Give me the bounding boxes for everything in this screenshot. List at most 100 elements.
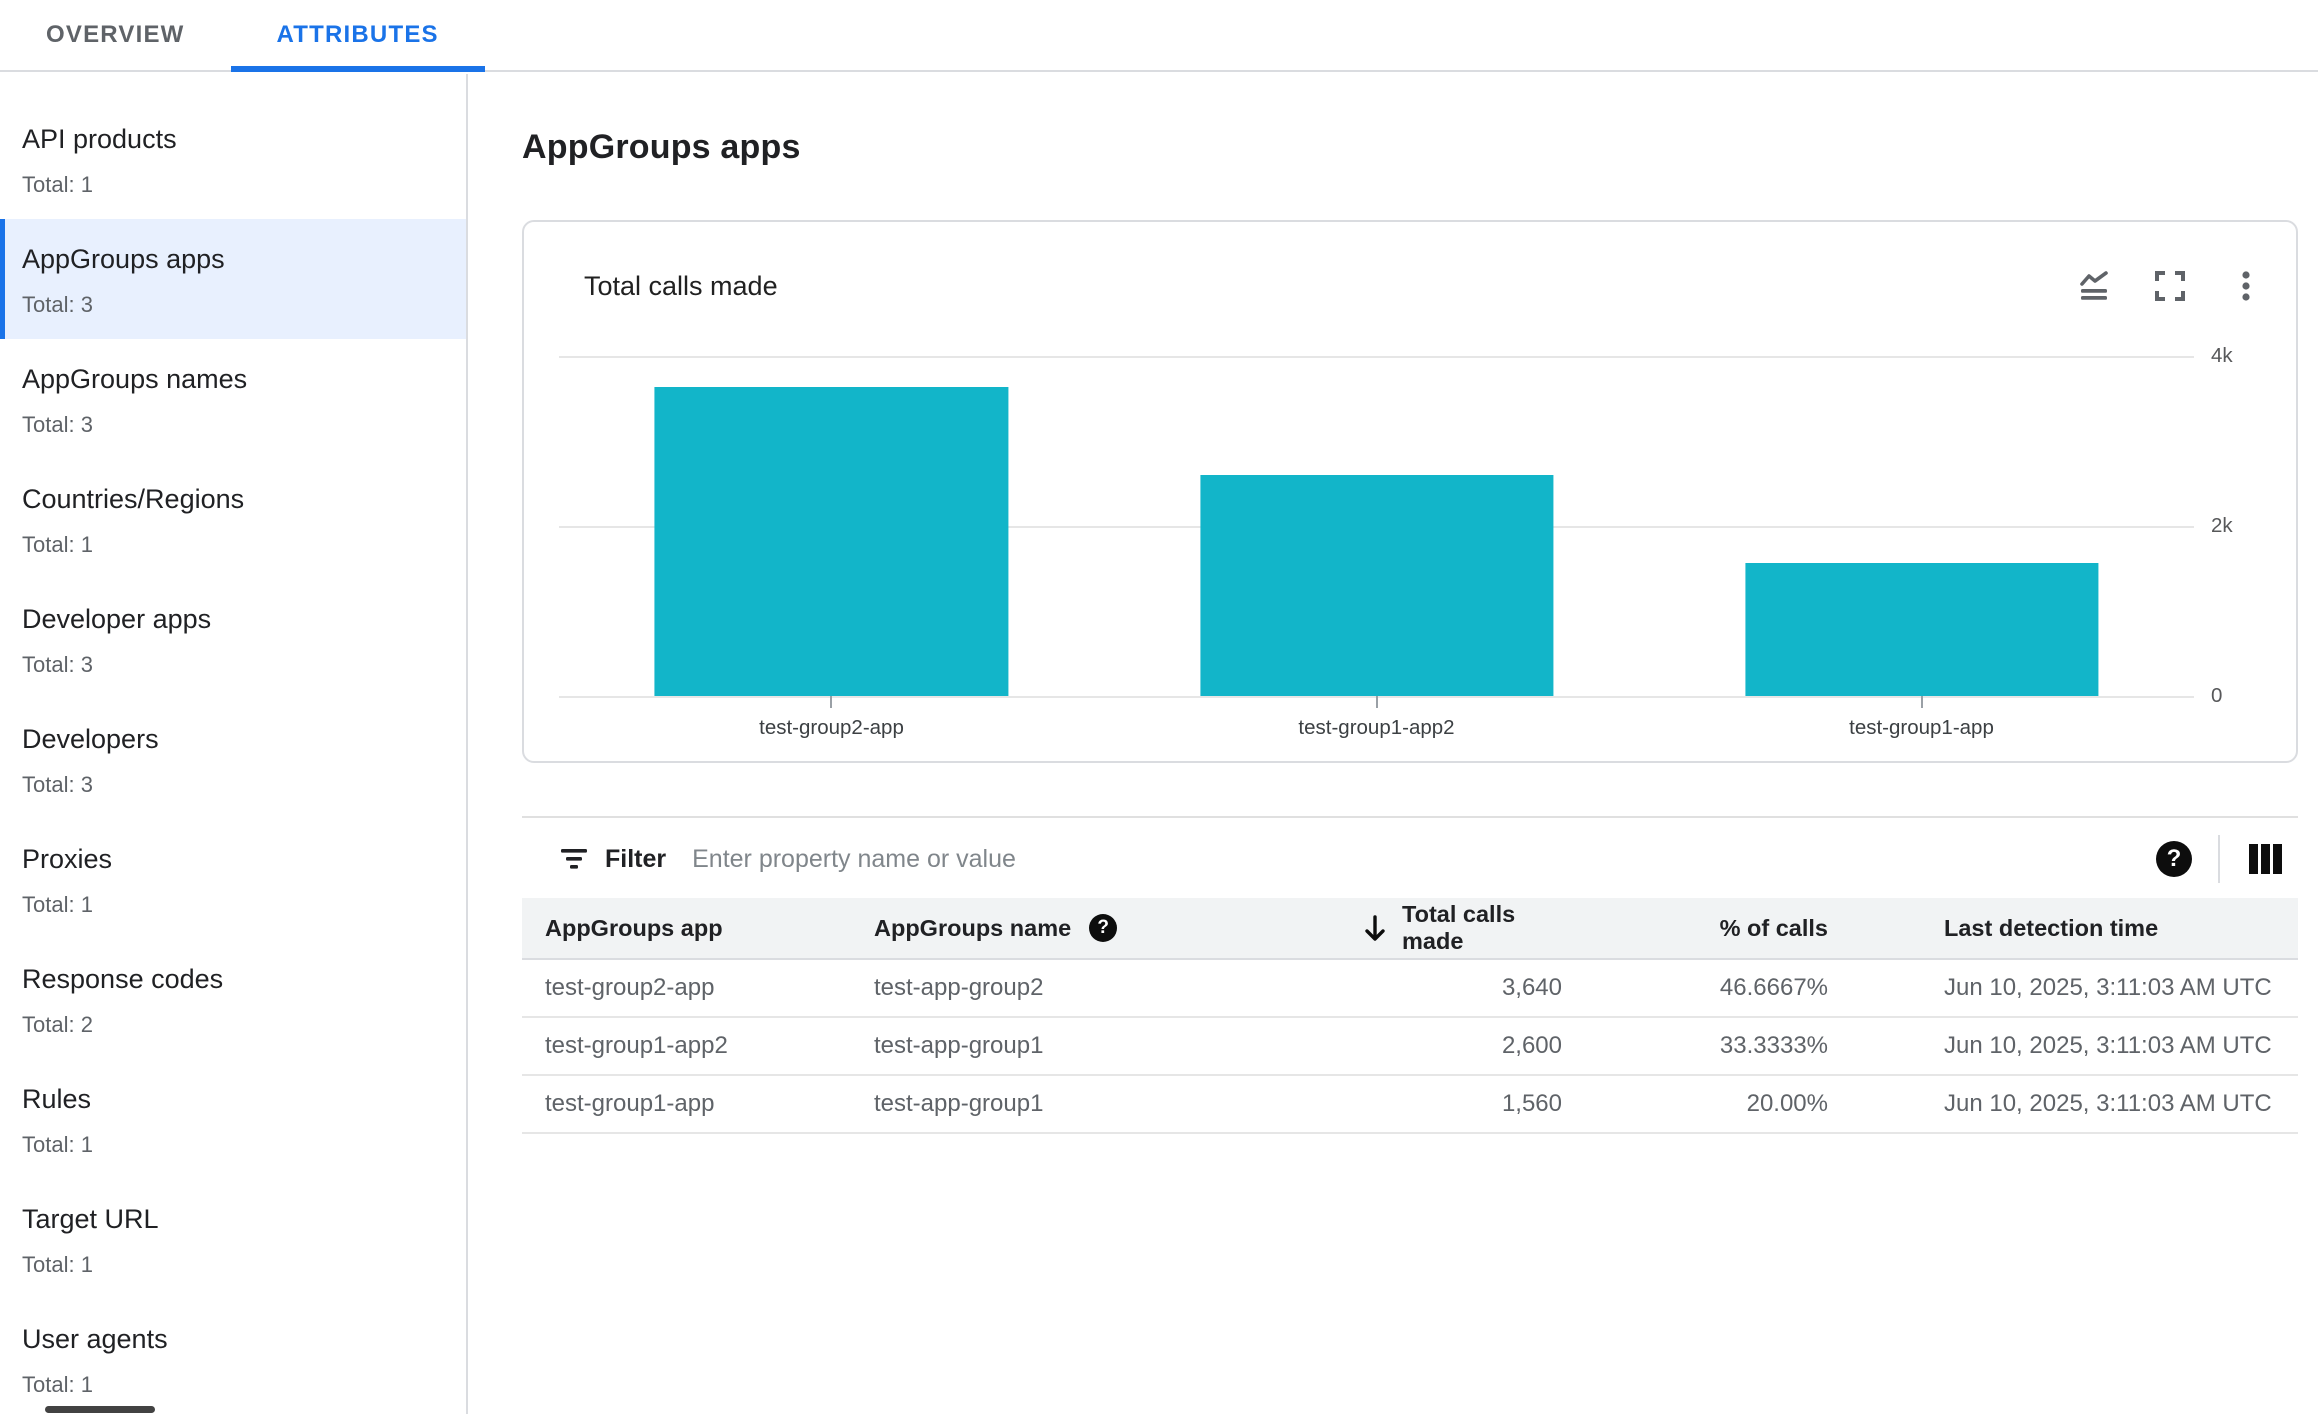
column-header-last-detection[interactable]: Last detection time bbox=[1944, 914, 2159, 941]
x-axis-tick bbox=[1920, 696, 1923, 708]
x-axis-category-label: test-group1-app2 bbox=[1298, 716, 1455, 739]
column-header-appgroups-app[interactable]: AppGroups app bbox=[545, 914, 723, 941]
sidebar-item-label: AppGroups names bbox=[22, 364, 248, 394]
cell-app: test-group2-app bbox=[545, 974, 715, 1001]
sidebar-item-rules[interactable]: Rules Total: 1 bbox=[0, 1059, 466, 1179]
tab-overview-label: OVERVIEW bbox=[46, 21, 185, 48]
filter-list-icon bbox=[559, 844, 589, 874]
cell-pct: 46.6667% bbox=[1719, 974, 1828, 1001]
x-axis-tick bbox=[1375, 696, 1378, 708]
sidebar-item-total: Total: 1 bbox=[22, 532, 93, 557]
table-row-test-group2-app[interactable]: test-group2-app test-app-group2 3,640 46.66… bbox=[522, 960, 2298, 1018]
sidebar-item-appgroups-apps[interactable]: AppGroups apps Total: 3 bbox=[0, 219, 466, 339]
page-title: AppGroups apps bbox=[522, 128, 801, 166]
filter-bar-actions: ? bbox=[2156, 835, 2284, 883]
gridline bbox=[559, 356, 2194, 358]
table-body: test-group2-app test-app-group2 3,640 46.66… bbox=[522, 960, 2298, 1134]
attributes-table: AppGroups app AppGroups name ? Total cal… bbox=[522, 898, 2298, 1134]
sidebar-item-label: Target URL bbox=[22, 1204, 159, 1234]
sidebar-item-user-agents[interactable]: User agents Total: 1 bbox=[0, 1299, 466, 1414]
tab-bar: OVERVIEW ATTRIBUTES bbox=[0, 0, 2318, 72]
cell-name: test-app-group2 bbox=[874, 974, 1044, 1001]
y-axis-tick-label: 4k bbox=[2211, 344, 2233, 367]
chart-toolbar bbox=[2077, 269, 2263, 303]
sidebar-item-total: Total: 1 bbox=[22, 1372, 93, 1397]
chart-card-header: Total calls made bbox=[524, 222, 2296, 332]
bar-chart-plot: test-group2-app test-group1-app2 test-grou… bbox=[559, 356, 2194, 739]
tab-overview[interactable]: OVERVIEW bbox=[0, 0, 231, 70]
sidebar-scrollbar-thumb[interactable] bbox=[45, 1406, 155, 1413]
table-row-test-group1-app2[interactable]: test-group1-app2 test-app-group1 2,600 33.3… bbox=[522, 1018, 2298, 1076]
sidebar-item-proxies[interactable]: Proxies Total: 1 bbox=[0, 819, 466, 939]
sidebar-item-label: Developer apps bbox=[22, 604, 212, 634]
sidebar-item-label: Response codes bbox=[22, 964, 224, 994]
filter-label: Filter bbox=[605, 844, 667, 873]
attributes-sidebar: API products Total: 1 AppGroups apps Total:… bbox=[0, 74, 468, 1414]
sidebar-item-label: Proxies bbox=[22, 844, 113, 874]
column-header-total-calls[interactable]: Total calls made bbox=[1362, 901, 1562, 955]
cell-last-detection: Jun 10, 2025, 3:11:03 AM UTC bbox=[1944, 1090, 2272, 1117]
x-axis-category-label: test-group1-app bbox=[1849, 716, 1994, 739]
sidebar-item-label: Rules bbox=[22, 1084, 92, 1114]
y-axis-tick-label: 0 bbox=[2211, 684, 2223, 707]
cell-last-detection: Jun 10, 2025, 3:11:03 AM UTC bbox=[1944, 1032, 2272, 1059]
sidebar-item-total: Total: 3 bbox=[22, 292, 93, 317]
sidebar-item-total: Total: 1 bbox=[22, 1252, 93, 1277]
kebab-menu-icon[interactable] bbox=[2229, 269, 2263, 303]
filter-input[interactable] bbox=[692, 844, 1593, 874]
table-header-row: AppGroups app AppGroups name ? Total cal… bbox=[522, 898, 2298, 960]
sidebar-item-label: Countries/Regions bbox=[22, 484, 245, 514]
sidebar-item-appgroups-names[interactable]: AppGroups names Total: 3 bbox=[0, 339, 466, 459]
sidebar-item-total: Total: 3 bbox=[22, 772, 93, 797]
arrow-down-icon bbox=[1362, 914, 1388, 942]
area-chart-icon[interactable] bbox=[2077, 269, 2111, 303]
sidebar-item-total: Total: 1 bbox=[22, 892, 93, 917]
bar-test-group1-app2[interactable] bbox=[1199, 475, 1554, 696]
help-icon[interactable]: ? bbox=[2156, 841, 2192, 877]
cell-app: test-group1-app bbox=[545, 1090, 715, 1117]
table-row-test-group1-app[interactable]: test-group1-app test-app-group1 1,560 20.00… bbox=[522, 1076, 2298, 1134]
chart-card: Total calls made bbox=[522, 220, 2298, 763]
column-header-appgroups-name[interactable]: AppGroups name ? bbox=[874, 914, 1362, 942]
cell-app: test-group1-app2 bbox=[545, 1032, 728, 1059]
filter-bar: Filter ? bbox=[522, 818, 2298, 900]
sidebar-list: API products Total: 1 AppGroups apps Total:… bbox=[0, 74, 466, 1414]
sidebar-item-response-codes[interactable]: Response codes Total: 2 bbox=[0, 939, 466, 1059]
column-header-pct-calls[interactable]: % of calls bbox=[1719, 914, 1828, 941]
cell-total-calls: 3,640 bbox=[1501, 974, 1562, 1001]
sidebar-item-label: User agents bbox=[22, 1324, 168, 1354]
sidebar-item-total: Total: 1 bbox=[22, 172, 93, 197]
help-icon[interactable]: ? bbox=[1089, 914, 1118, 942]
divider bbox=[522, 816, 2298, 818]
sidebar-item-label: Developers bbox=[22, 724, 159, 754]
y-axis-tick-label: 2k bbox=[2211, 514, 2233, 537]
sidebar-item-developers[interactable]: Developers Total: 3 bbox=[0, 699, 466, 819]
cell-name: test-app-group1 bbox=[874, 1032, 1044, 1059]
sidebar-item-api-products[interactable]: API products Total: 1 bbox=[0, 99, 466, 219]
x-axis-category-label: test-group2-app bbox=[759, 716, 904, 739]
cell-pct: 20.00% bbox=[1746, 1090, 1828, 1117]
sidebar-item-target-url[interactable]: Target URL Total: 1 bbox=[0, 1179, 466, 1299]
bar-test-group2-app[interactable] bbox=[654, 386, 1009, 696]
tab-attributes[interactable]: ATTRIBUTES bbox=[230, 0, 485, 72]
vertical-divider bbox=[2218, 835, 2220, 883]
cell-total-calls: 1,560 bbox=[1501, 1090, 1562, 1117]
bar-test-group1-app[interactable] bbox=[1744, 563, 2099, 696]
cell-last-detection: Jun 10, 2025, 3:11:03 AM UTC bbox=[1944, 974, 2272, 1001]
fullscreen-icon[interactable] bbox=[2153, 269, 2187, 303]
sidebar-item-total: Total: 2 bbox=[22, 1012, 93, 1037]
x-axis-tick bbox=[830, 696, 833, 708]
cell-name: test-app-group1 bbox=[874, 1090, 1044, 1117]
sidebar-item-label: AppGroups apps bbox=[22, 244, 225, 274]
chart-title: Total calls made bbox=[584, 270, 778, 301]
main-content: AppGroups apps Total calls made bbox=[470, 74, 2318, 1414]
tab-attributes-label: ATTRIBUTES bbox=[276, 21, 439, 48]
cell-total-calls: 2,600 bbox=[1501, 1032, 1562, 1059]
sidebar-item-countries-regions[interactable]: Countries/Regions Total: 1 bbox=[0, 459, 466, 579]
cell-pct: 33.3333% bbox=[1719, 1032, 1828, 1059]
sidebar-item-total: Total: 3 bbox=[22, 412, 93, 437]
sidebar-item-total: Total: 3 bbox=[22, 652, 93, 677]
sidebar-item-developer-apps[interactable]: Developer apps Total: 3 bbox=[0, 579, 466, 699]
view-column-icon[interactable] bbox=[2246, 841, 2284, 877]
sidebar-item-total: Total: 1 bbox=[22, 1132, 93, 1157]
